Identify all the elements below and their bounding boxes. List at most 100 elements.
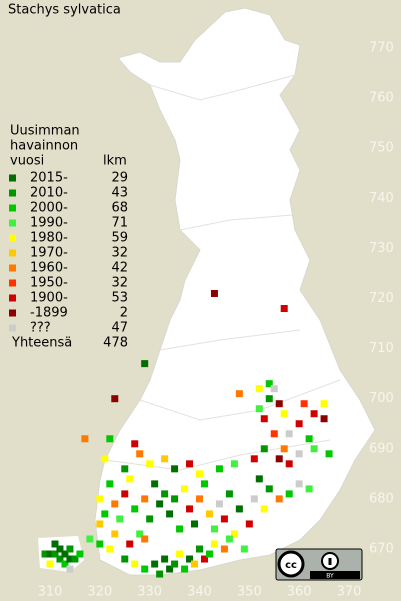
observation-square <box>126 540 134 548</box>
observation-square <box>270 385 278 393</box>
observation-square <box>255 385 263 393</box>
observation-square <box>141 495 149 503</box>
observation-square <box>191 520 199 528</box>
observation-square <box>235 390 243 398</box>
observation-square <box>280 305 288 313</box>
observation-square <box>295 450 303 458</box>
legend-label: 1980- <box>30 231 68 246</box>
observation-square <box>275 455 283 463</box>
legend-label: 1900- <box>30 291 68 306</box>
y-tick-label: 710 <box>369 341 394 356</box>
x-tick-label: 330 <box>137 585 162 600</box>
observation-square <box>230 530 238 538</box>
license-label: BY <box>326 573 334 580</box>
observation-square <box>305 485 313 493</box>
legend-label: 2015- <box>30 171 68 186</box>
observation-square <box>151 560 159 568</box>
legend-header: vuosi <box>10 154 44 169</box>
observation-square <box>265 485 273 493</box>
observation-square <box>141 535 149 543</box>
observation-square <box>51 550 59 558</box>
observation-square <box>96 540 104 548</box>
observation-square <box>285 460 293 468</box>
observation-square <box>320 415 328 423</box>
observation-square <box>325 450 333 458</box>
observation-square <box>196 495 203 503</box>
x-tick-label: 320 <box>87 585 112 600</box>
legend-swatch <box>9 294 16 302</box>
y-tick-label: 750 <box>369 141 394 156</box>
legend-count: 32 <box>111 276 128 291</box>
observation-square <box>260 445 268 453</box>
license-badge: cc BY <box>275 548 363 581</box>
observation-square <box>161 455 169 463</box>
x-tick-label: 340 <box>187 585 212 600</box>
observation-square <box>196 470 203 478</box>
observation-square <box>136 450 144 458</box>
x-tick-label: 350 <box>237 585 262 600</box>
total-value: 478 <box>103 336 128 351</box>
legend-count: 47 <box>111 321 128 336</box>
observation-square <box>220 515 228 523</box>
legend-count: 2 <box>120 306 128 321</box>
legend-count: 32 <box>111 246 128 261</box>
observation-square <box>225 535 233 543</box>
observation-square <box>255 405 263 413</box>
observation-square <box>280 410 288 418</box>
observation-square <box>240 545 248 553</box>
observation-square <box>156 570 164 578</box>
observation-square <box>86 535 94 543</box>
total-label: Yhteensä <box>11 336 72 351</box>
observation-square <box>96 520 104 528</box>
observation-square <box>71 555 79 563</box>
observation-square <box>51 540 59 548</box>
legend-label: 2000- <box>30 201 68 216</box>
y-tick-label: 770 <box>369 41 394 56</box>
legend-count: 71 <box>111 216 128 231</box>
observation-square <box>101 510 109 518</box>
observation-square <box>265 395 273 403</box>
y-tick-label: 760 <box>369 91 394 106</box>
y-tick-label: 720 <box>369 291 394 306</box>
observation-square <box>66 565 74 573</box>
observation-square <box>280 445 288 453</box>
observation-square <box>205 510 213 518</box>
legend-swatch <box>9 249 16 257</box>
observation-square <box>161 555 169 563</box>
observation-square <box>106 545 114 553</box>
observation-square <box>146 460 154 468</box>
observation-square <box>66 545 74 553</box>
legend-swatch <box>9 204 16 212</box>
y-tick-label: 730 <box>369 241 394 256</box>
x-tick-label: 360 <box>287 585 312 600</box>
observation-square <box>141 565 149 573</box>
observation-square <box>245 520 253 528</box>
observation-square <box>200 480 208 488</box>
observation-square <box>66 555 74 563</box>
observation-square <box>186 555 194 563</box>
legend-swatch <box>9 279 16 287</box>
legend-count: 68 <box>111 201 128 216</box>
legend-swatch <box>9 234 16 242</box>
observation-square <box>121 490 129 498</box>
observation-square <box>250 455 258 463</box>
observation-square <box>166 510 174 518</box>
y-tick-label: 680 <box>369 491 394 506</box>
observation-square <box>225 490 233 498</box>
legend-header: Uusimman <box>10 124 80 139</box>
observation-square <box>46 550 54 558</box>
observation-square <box>56 555 64 563</box>
observation-square <box>116 515 124 523</box>
observation-square <box>320 400 328 408</box>
observation-square <box>81 435 89 443</box>
y-tick-label: 670 <box>369 542 394 557</box>
legend-count: 42 <box>111 261 128 276</box>
observation-square <box>176 550 184 558</box>
observation-square <box>310 410 318 418</box>
observation-square <box>300 400 308 408</box>
observation-square <box>196 545 203 553</box>
svg-text:cc: cc <box>285 560 297 571</box>
observation-square <box>186 505 194 513</box>
observation-square <box>210 525 218 533</box>
